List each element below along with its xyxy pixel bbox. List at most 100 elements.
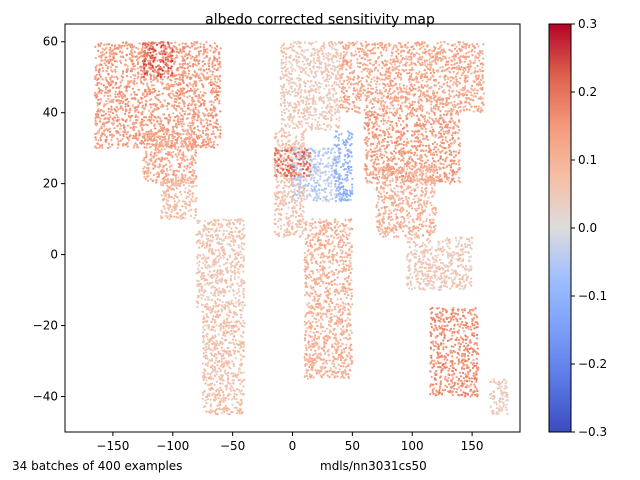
data-point (220, 376, 223, 379)
data-point (189, 143, 192, 146)
data-point (218, 375, 221, 378)
data-point (202, 228, 205, 231)
data-point (137, 130, 140, 133)
data-point (157, 151, 160, 154)
data-point (145, 153, 148, 156)
data-point (205, 233, 208, 236)
data-point (161, 172, 164, 175)
data-point (137, 88, 140, 91)
data-point (102, 70, 105, 73)
data-point (165, 83, 168, 86)
data-point (191, 102, 194, 105)
data-point (183, 200, 186, 203)
data-point (105, 99, 108, 103)
data-point (324, 191, 327, 194)
data-point (224, 219, 228, 222)
data-point (181, 63, 185, 66)
data-point (167, 208, 170, 211)
data-point (211, 335, 214, 338)
data-point (243, 325, 246, 328)
data-point (184, 211, 187, 214)
data-point (169, 168, 172, 171)
data-point (217, 397, 220, 400)
data-point (231, 325, 234, 328)
data-point (112, 119, 115, 122)
data-point (200, 297, 203, 300)
data-point (209, 383, 212, 386)
data-point (161, 69, 164, 72)
data-point (193, 82, 197, 85)
data-point (179, 65, 182, 69)
data-point (113, 76, 116, 79)
data-point (340, 349, 343, 352)
data-point (290, 227, 294, 230)
data-point (222, 352, 225, 356)
data-point (175, 95, 178, 98)
data-point (182, 123, 186, 126)
data-point (162, 104, 165, 107)
data-point (133, 135, 136, 138)
data-point (295, 155, 298, 158)
data-point (126, 102, 129, 105)
data-point (225, 281, 228, 284)
data-point (209, 114, 212, 117)
data-point (116, 93, 119, 96)
data-point (287, 131, 291, 134)
data-point (224, 334, 227, 337)
data-point (178, 164, 181, 167)
data-point (333, 232, 337, 235)
data-point (212, 218, 215, 222)
data-point (176, 126, 179, 129)
data-point (207, 347, 210, 350)
data-point (308, 302, 311, 305)
data-point (217, 258, 221, 261)
data-point (97, 49, 100, 52)
data-point (153, 166, 156, 169)
data-point (285, 131, 288, 134)
data-point (135, 137, 138, 140)
data-point (149, 51, 152, 54)
data-point (325, 152, 328, 155)
data-point (238, 222, 241, 225)
data-point (338, 178, 341, 181)
data-point (209, 83, 212, 87)
data-point (171, 50, 174, 53)
data-point (212, 410, 215, 413)
data-point (276, 168, 279, 171)
data-point (118, 122, 121, 125)
data-point (100, 63, 103, 67)
data-point (153, 123, 156, 126)
data-point (327, 182, 330, 185)
data-point (202, 119, 205, 122)
data-point (284, 152, 287, 155)
data-point (170, 57, 173, 61)
data-point (189, 141, 192, 144)
data-point (170, 146, 173, 149)
data-point (293, 206, 296, 209)
data-point (347, 308, 350, 311)
data-point (201, 303, 204, 306)
data-point (223, 253, 226, 256)
data-point (180, 141, 183, 144)
data-point (129, 134, 132, 137)
data-point (235, 313, 239, 316)
data-point (209, 49, 212, 52)
data-point (211, 349, 214, 352)
data-point (185, 57, 189, 60)
data-point (242, 287, 245, 290)
data-point (299, 165, 302, 168)
data-point (222, 251, 225, 254)
data-point (186, 158, 189, 161)
data-point (219, 65, 222, 68)
data-point (273, 168, 276, 171)
data-point (288, 201, 291, 204)
data-point (177, 146, 180, 149)
data-point (214, 315, 217, 318)
data-point (242, 248, 245, 251)
data-point (99, 43, 102, 46)
data-point (284, 164, 287, 167)
data-point (190, 42, 193, 45)
data-point (137, 47, 140, 51)
data-point (115, 86, 118, 89)
data-point (309, 167, 312, 170)
